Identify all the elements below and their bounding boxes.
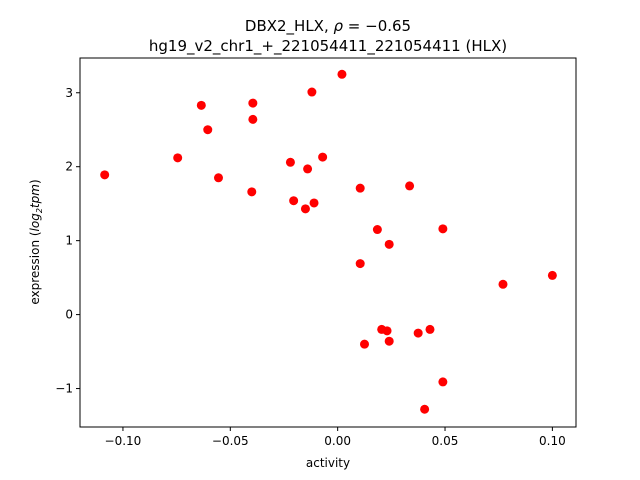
data-point-14 <box>318 152 328 162</box>
data-point-5 <box>248 98 258 108</box>
data-point-3 <box>203 125 213 135</box>
data-point-25 <box>413 328 423 338</box>
y-tick-label: 1 <box>65 234 73 248</box>
data-point-2 <box>196 100 206 110</box>
data-point-13 <box>309 198 319 208</box>
x-tick-label: −0.05 <box>212 434 249 448</box>
data-points <box>100 69 557 414</box>
axes-frame <box>79 57 577 428</box>
data-point-19 <box>372 225 382 235</box>
data-point-24 <box>405 181 415 191</box>
plot-area: −0.10 −0.05 0.00 0.05 0.10 −1 0 1 2 3 <box>55 57 577 448</box>
data-point-17 <box>355 259 365 269</box>
data-point-9 <box>289 196 299 206</box>
chart-title-line2: hg19_v2_chr1_+_221054411_221054411 (HLX) <box>149 37 507 56</box>
x-axis-label: activity <box>306 456 350 470</box>
data-point-8 <box>285 157 295 167</box>
data-point-11 <box>303 164 313 174</box>
data-point-30 <box>498 279 508 289</box>
data-point-12 <box>307 87 317 97</box>
data-point-4 <box>213 173 223 183</box>
data-point-26 <box>420 404 430 414</box>
x-tick-label: 0.10 <box>539 434 566 448</box>
data-point-22 <box>384 239 394 249</box>
y-axis-label: expression (log2tpm) <box>28 179 44 304</box>
data-point-27 <box>425 324 435 334</box>
data-point-31 <box>547 270 557 280</box>
data-point-0 <box>100 170 110 180</box>
data-point-29 <box>438 377 448 387</box>
data-point-28 <box>438 224 448 234</box>
data-point-23 <box>384 336 394 346</box>
data-point-16 <box>355 183 365 193</box>
y-tick-label: 0 <box>65 308 73 322</box>
y-tick-label: −1 <box>55 382 73 396</box>
y-tick-label: 3 <box>65 86 73 100</box>
data-point-1 <box>173 153 183 163</box>
data-point-21 <box>382 326 392 336</box>
data-point-10 <box>300 204 310 214</box>
x-axis-ticks: −0.10 −0.05 0.00 0.05 0.10 <box>105 427 566 448</box>
data-point-15 <box>337 69 347 79</box>
y-axis-ticks: −1 0 1 2 3 <box>55 86 80 396</box>
x-tick-label: −0.10 <box>105 434 142 448</box>
chart-title-line1: DBX2_HLX, ρ = −0.65 <box>245 17 411 36</box>
data-point-18 <box>360 339 370 349</box>
x-tick-label: 0.00 <box>324 434 351 448</box>
data-point-7 <box>247 187 257 197</box>
x-tick-label: 0.05 <box>432 434 459 448</box>
y-tick-label: 2 <box>65 160 73 174</box>
data-point-6 <box>248 114 258 124</box>
